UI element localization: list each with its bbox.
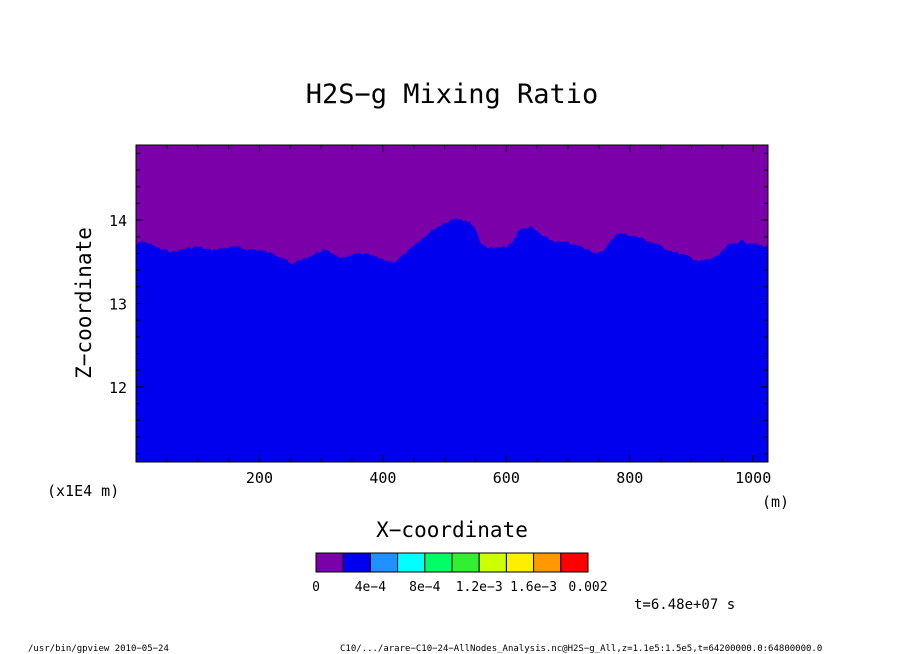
colorbar-swatch xyxy=(369,552,399,573)
x-axis: 200 400 600 800 1000 xyxy=(166,145,771,487)
colorbar-label: 4e−4 xyxy=(355,580,386,595)
colorbar-swatch xyxy=(533,552,562,573)
lower-region xyxy=(136,218,768,462)
colorbar-swatch xyxy=(505,552,535,573)
y-axis-title: Z−coordinate xyxy=(72,227,96,379)
colorbar-swatch xyxy=(451,552,480,573)
colorbar-swatch xyxy=(315,552,344,573)
x-tick-label: 200 xyxy=(246,469,273,487)
x-unit-label: (m) xyxy=(762,493,789,511)
colorbar-label: 1.6e−3 xyxy=(510,580,557,595)
chart-title: H2S−g Mixing Ratio xyxy=(306,79,599,110)
y-tick-label: 14 xyxy=(109,212,127,230)
y-tick-label: 12 xyxy=(109,379,127,397)
x-tick-label: 600 xyxy=(493,469,520,487)
x-axis-title: X−coordinate xyxy=(376,518,528,542)
colorbar-swatch xyxy=(560,552,589,573)
footer-right: C10/.../arare−C10−24−AllNodes_Analysis.n… xyxy=(340,644,822,654)
colorbar-label: 0.002 xyxy=(568,580,607,595)
colorbar-swatch xyxy=(424,552,453,573)
plot-area xyxy=(135,144,769,463)
x-tick-label: 1000 xyxy=(735,469,771,487)
y-scale-label: (x1E4 m) xyxy=(47,482,119,500)
colorbar-label: 1.2e−3 xyxy=(456,580,503,595)
time-label: t=6.48e+07 s xyxy=(634,597,735,613)
colorbar-swatch xyxy=(397,552,426,573)
colorbar xyxy=(315,552,589,573)
colorbar-swatch xyxy=(478,552,507,573)
colorbar-label: 8e−4 xyxy=(409,580,440,595)
y-tick-label: 13 xyxy=(109,296,127,314)
x-tick-label: 800 xyxy=(616,469,643,487)
y-axis: 12 13 14 xyxy=(109,152,768,455)
colorbar-labels: 0 4e−4 8e−4 1.2e−3 1.6e−3 0.002 xyxy=(312,580,607,595)
footer-left: /usr/bin/gpview 2010−05−24 xyxy=(28,644,169,654)
x-tick-label: 400 xyxy=(369,469,396,487)
colorbar-label: 0 xyxy=(312,580,320,595)
colorbar-swatch xyxy=(342,552,371,573)
